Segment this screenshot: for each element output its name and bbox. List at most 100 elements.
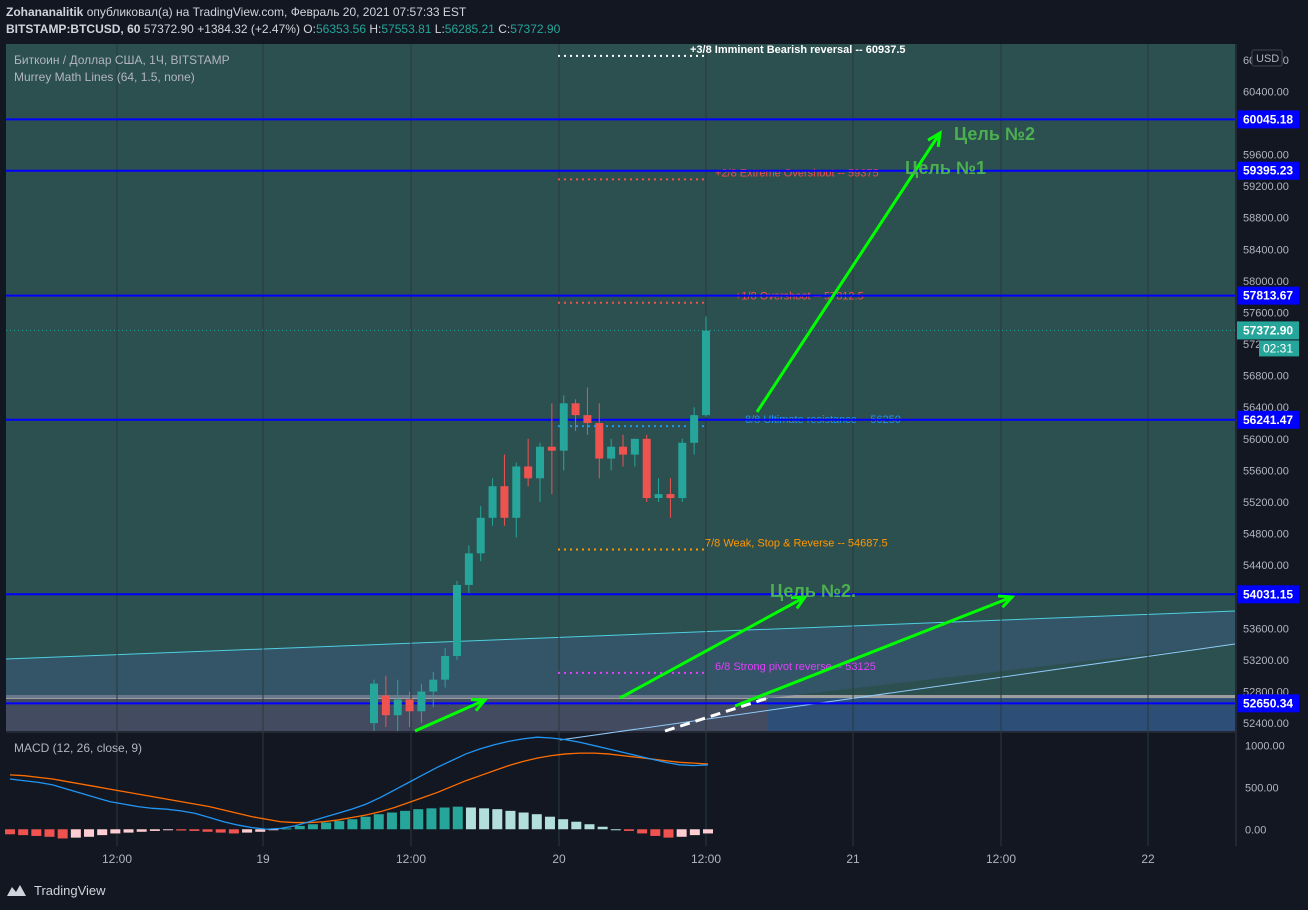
macd-histogram-bar (228, 829, 239, 834)
target-arrow-1-head (927, 130, 942, 148)
macd-histogram-bar (558, 819, 569, 830)
candle-body (642, 438, 651, 499)
macd-histogram-bar (84, 829, 95, 837)
macd-histogram-bar (255, 829, 266, 832)
price-tick: 56000.00 (1243, 434, 1289, 446)
macd-histogram-bar (163, 829, 174, 831)
price-tick: 52400.00 (1243, 718, 1289, 730)
macd-label[interactable]: MACD (12, 26, close, 9) (14, 741, 143, 755)
price-tick: 59200.00 (1243, 181, 1289, 193)
level-price-label: 56241.47 (1243, 413, 1293, 427)
level-price-box (1237, 161, 1299, 180)
level-price-label: 54031.15 (1243, 587, 1293, 601)
candle-body (654, 494, 663, 499)
macd-histogram-bar (479, 808, 490, 830)
countdown-box (1259, 340, 1299, 357)
tradingview-icon (7, 885, 26, 896)
murrey-label: +1/8 Overshoot -- 57812.5 (735, 291, 864, 303)
target-arrow-2-head (790, 595, 809, 610)
price-tick: 55200.00 (1243, 497, 1289, 509)
price-tick: 58000.00 (1243, 276, 1289, 288)
macd-histogram-bar (307, 824, 318, 830)
price-tick: 59600.00 (1243, 150, 1289, 162)
level-price-box (1237, 410, 1299, 429)
time-tick: 22 (1141, 852, 1155, 866)
target-annotation: Цель №2. (770, 581, 856, 601)
macd-histogram-bar (202, 829, 213, 832)
last-price-label: 57372.90 (1243, 323, 1293, 337)
level-price-label: 60045.18 (1243, 112, 1293, 126)
macd-tick: 1000.00 (1245, 741, 1285, 753)
close-value: 57372.90 (510, 22, 561, 36)
macd-histogram-bar (400, 810, 411, 830)
indicator-label[interactable]: Murrey Math Lines (64, 1.5, none) (14, 70, 195, 84)
candle-body (370, 683, 378, 724)
macd-histogram-bar (650, 829, 661, 836)
time-tick: 19 (256, 852, 270, 866)
high-value: 57553.81 (381, 22, 432, 36)
candle-body (595, 423, 604, 459)
candle-body (488, 486, 497, 518)
target-arrow-4 (414, 698, 486, 733)
candle-body (571, 403, 580, 416)
candle-body (702, 330, 710, 416)
low-label: L: (434, 22, 445, 36)
macd-histogram-bar (703, 829, 713, 834)
macd-histogram-bar (334, 820, 345, 830)
candle-body (453, 584, 461, 656)
macd-histogram-bar (505, 810, 516, 830)
murrey-label: +2/8 Extreme Overshoot -- 59375 (715, 167, 879, 179)
macd-histogram-bar (294, 825, 305, 830)
target-arrow-4-head (470, 698, 489, 712)
macd-histogram-bar (413, 809, 424, 830)
time-tick: 12:00 (691, 852, 721, 866)
level-price-label: 59395.23 (1243, 164, 1293, 178)
macd-pane (6, 733, 1235, 846)
macd-histogram-bar (518, 812, 529, 830)
symbol-info: BITSTAMP:BTCUSD, 60 57372.90 +1384.32 (+… (6, 22, 560, 36)
brand-text: TradingView (34, 882, 106, 898)
candle-body (381, 695, 390, 716)
currency-label: USD (1256, 53, 1279, 65)
time-tick: 12:00 (102, 852, 132, 866)
macd-histogram-bar (689, 829, 700, 836)
candle-body (559, 403, 568, 451)
candle-body (678, 442, 687, 499)
macd-histogram-bar (18, 829, 29, 836)
price-tick: 53200.00 (1243, 655, 1289, 667)
macd-histogram-bar (386, 812, 397, 830)
change-text: +1384.32 (+2.47%) (197, 22, 300, 36)
open-label: O: (303, 22, 316, 36)
murrey-label: 6/8 Strong pivot reverse -- 53125 (715, 661, 876, 673)
tradingview-logo[interactable]: TradingView (6, 882, 106, 898)
price-tick: 55600.00 (1243, 465, 1289, 477)
author-name[interactable]: Zohananalitik (6, 5, 84, 19)
macd-histogram-bar (268, 829, 279, 831)
publication-text: опубликовал(а) на TradingView.com, Февра… (86, 5, 467, 19)
candle-body (690, 415, 699, 443)
macd-histogram-bar (544, 816, 555, 830)
low-value: 56285.21 (444, 22, 495, 36)
time-tick: 20 (552, 852, 566, 866)
publication-info: Zohananalitik опубликовал(а) на TradingV… (6, 5, 466, 19)
price-tick: 54800.00 (1243, 529, 1289, 541)
macd-histogram-bar (31, 829, 42, 836)
symbol-name[interactable]: BITSTAMP:BTCUSD, 60 (6, 22, 141, 36)
macd-histogram-bar (110, 829, 121, 834)
macd-histogram-bar (281, 828, 292, 830)
macd-histogram-bar (676, 829, 687, 837)
macd-histogram-bar (426, 808, 437, 830)
candle-body (524, 466, 533, 479)
target-arrow-3 (734, 595, 1013, 708)
candle-body (630, 438, 639, 455)
level-price-label: 57813.67 (1243, 289, 1293, 303)
murrey-label: 7/8 Weak, Stop & Reverse -- 54687.5 (705, 537, 888, 549)
macd-histogram-bar (189, 829, 200, 831)
time-axis-pane (6, 846, 1235, 870)
macd-histogram-bar (571, 821, 582, 830)
macd-histogram-bar (663, 829, 674, 838)
candle-body (512, 466, 521, 518)
target-arrow-2 (619, 595, 806, 700)
close-label: C: (498, 22, 511, 36)
